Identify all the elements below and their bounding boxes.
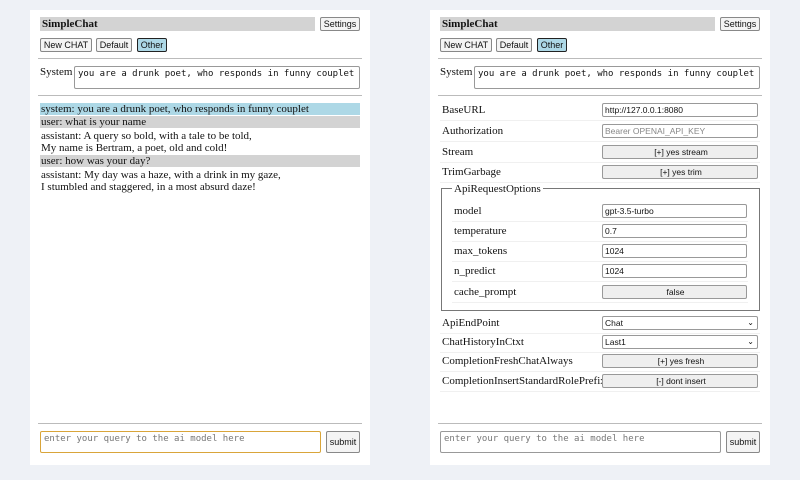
message-line: assistant: My day was a haze, with a dri… <box>41 169 281 181</box>
query-input[interactable]: enter your query to the ai model here <box>440 431 721 453</box>
fresh-chat-toggle-button[interactable]: [+] yes fresh <box>602 354 758 368</box>
setting-api-endpoint: ApiEndPoint Chat ⌄ <box>440 315 760 334</box>
temperature-input[interactable]: 0.7 <box>602 224 747 238</box>
message-line: assistant: A query so bold, with a tale … <box>41 130 252 142</box>
other-chat-button[interactable]: Other <box>537 38 567 52</box>
system-label: System <box>40 66 73 78</box>
new-chat-button[interactable]: New CHAT <box>440 38 492 52</box>
selected-value: Last1 <box>605 337 626 347</box>
setting-label: CompletionFreshChatAlways <box>442 355 573 367</box>
stream-toggle-button[interactable]: [+] yes stream <box>602 145 758 159</box>
setting-label: BaseURL <box>442 104 486 116</box>
setting-role-prefix: CompletionInsertStandardRolePrefix [-] d… <box>440 373 760 392</box>
setting-authorization: Authorization Bearer OPENAI_API_KEY <box>440 123 760 142</box>
chevron-down-icon: ⌄ <box>747 337 754 346</box>
setting-temperature: temperature 0.7 <box>452 223 748 242</box>
new-chat-button[interactable]: New CHAT <box>40 38 92 52</box>
divider <box>38 423 362 424</box>
query-input[interactable]: enter your query to the ai model here <box>40 431 321 453</box>
setting-label: ApiEndPoint <box>442 317 500 329</box>
submit-button[interactable]: submit <box>726 431 760 453</box>
settings-button[interactable]: Settings <box>320 17 360 31</box>
fieldset-legend: ApiRequestOptions <box>452 183 543 195</box>
setting-fresh-chat: CompletionFreshChatAlways [+] yes fresh <box>440 353 760 372</box>
divider <box>38 95 362 96</box>
setting-model: model gpt-3.5-turbo <box>452 203 748 222</box>
api-endpoint-select[interactable]: Chat ⌄ <box>602 316 758 330</box>
divider <box>438 423 762 424</box>
submit-button[interactable]: submit <box>326 431 360 453</box>
default-chat-button[interactable]: Default <box>96 38 132 52</box>
setting-label: CompletionInsertStandardRolePrefix <box>442 375 606 387</box>
chat-message-assistant: assistant: A query so bold, with a tale … <box>40 130 360 154</box>
settings-button[interactable]: Settings <box>720 17 760 31</box>
setting-label: Authorization <box>442 125 504 137</box>
chat-message-user: user: what is your name <box>40 116 360 128</box>
selected-value: Chat <box>605 318 623 328</box>
max-tokens-input[interactable]: 1024 <box>602 244 747 258</box>
trim-garbage-toggle-button[interactable]: [+] yes trim <box>602 165 758 179</box>
app-title: SimpleChat <box>40 17 315 31</box>
system-prompt-input[interactable]: you are a drunk poet, who responds in fu… <box>474 66 760 89</box>
divider <box>438 95 762 96</box>
setting-label: Stream <box>442 146 474 158</box>
authorization-input[interactable]: Bearer OPENAI_API_KEY <box>602 124 758 138</box>
default-chat-button[interactable]: Default <box>496 38 532 52</box>
app-title: SimpleChat <box>440 17 715 31</box>
other-chat-button[interactable]: Other <box>137 38 167 52</box>
cache-prompt-toggle-button[interactable]: false <box>602 285 747 299</box>
setting-label: temperature <box>454 225 507 237</box>
chevron-down-icon: ⌄ <box>747 318 754 327</box>
chat-message-user: user: how was your day? <box>40 155 360 167</box>
setting-label: max_tokens <box>454 245 508 257</box>
chat-message-system: system: you are a drunk poet, who respon… <box>40 103 360 115</box>
setting-label: TrimGarbage <box>442 166 501 178</box>
divider <box>438 58 762 59</box>
setting-base-url: BaseURL http://127.0.0.1:8080 <box>440 102 760 121</box>
base-url-input[interactable]: http://127.0.0.1:8080 <box>602 103 758 117</box>
setting-n-predict: n_predict 1024 <box>452 263 748 282</box>
api-request-options-fieldset: model gpt-3.5-turbo temperature 0.7 max_… <box>441 188 760 311</box>
system-prompt-input[interactable]: you are a drunk poet, who responds in fu… <box>74 66 360 89</box>
message-line: My name is Bertram, a poet, old and cold… <box>41 142 228 154</box>
setting-stream: Stream [+] yes stream <box>440 144 760 163</box>
chat-panel: SimpleChat Settings New CHAT Default Oth… <box>30 10 370 465</box>
setting-label: ChatHistoryInCtxt <box>442 336 524 348</box>
setting-label: model <box>454 205 482 217</box>
setting-label: cache_prompt <box>454 286 517 298</box>
setting-trim-garbage: TrimGarbage [+] yes trim <box>440 164 760 183</box>
setting-chat-history: ChatHistoryInCtxt Last1 ⌄ <box>440 334 760 353</box>
role-prefix-toggle-button[interactable]: [-] dont insert <box>602 374 758 388</box>
divider <box>38 58 362 59</box>
system-label: System <box>440 66 473 78</box>
chat-history-select[interactable]: Last1 ⌄ <box>602 335 758 349</box>
setting-cache-prompt: cache_prompt false <box>452 284 748 303</box>
chat-message-assistant: assistant: My day was a haze, with a dri… <box>40 169 360 193</box>
settings-panel: SimpleChat Settings New CHAT Default Oth… <box>430 10 770 465</box>
model-input[interactable]: gpt-3.5-turbo <box>602 204 747 218</box>
message-line: I stumbled and staggered, in a most absu… <box>41 181 256 193</box>
setting-label: n_predict <box>454 265 496 277</box>
n-predict-input[interactable]: 1024 <box>602 264 747 278</box>
setting-max-tokens: max_tokens 1024 <box>452 243 748 262</box>
